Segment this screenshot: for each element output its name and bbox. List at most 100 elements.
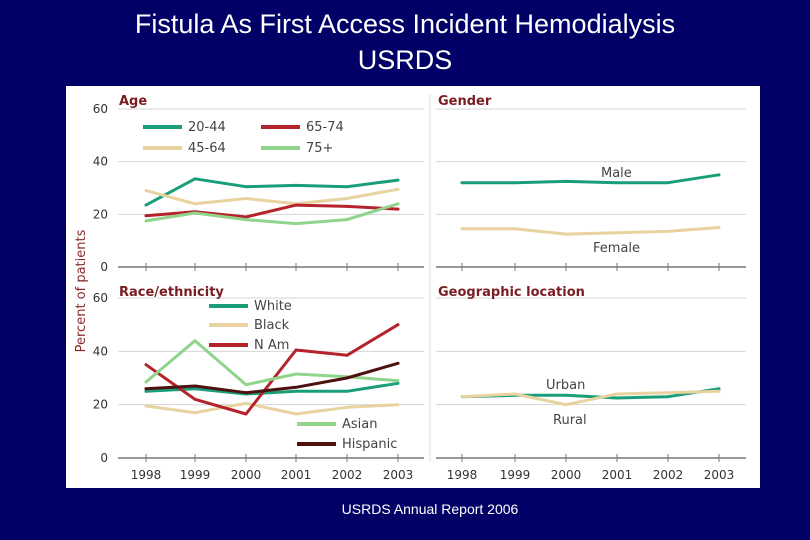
x-tick-label: 2001 xyxy=(602,468,633,482)
data-point xyxy=(345,185,349,189)
legend-label: White xyxy=(254,299,292,314)
data-point xyxy=(193,387,197,391)
panel-race-ethnicity: 0 20 40 60 1998 1999 2000 2001 2002 2003 Race/ethn… xyxy=(93,285,424,482)
legend-label: Asian xyxy=(342,417,377,432)
data-point xyxy=(513,392,517,396)
x-tick-label: 2003 xyxy=(383,468,414,482)
data-point xyxy=(244,391,248,395)
data-point xyxy=(666,181,670,185)
series-line-n-am xyxy=(144,323,400,416)
slide-title: Fistula As First Access Incident Hemodia… xyxy=(0,6,810,78)
series-line-rural xyxy=(460,389,721,407)
data-point xyxy=(193,397,197,401)
data-point xyxy=(193,177,197,181)
data-point xyxy=(345,218,349,222)
y-tick-label: 60 xyxy=(93,102,108,116)
data-point xyxy=(396,403,400,407)
data-point xyxy=(144,404,148,408)
series-line-75- xyxy=(144,202,400,226)
data-point xyxy=(615,181,619,185)
data-point xyxy=(294,184,298,187)
data-point xyxy=(244,383,248,387)
x-tick-label: 1999 xyxy=(500,468,531,482)
data-point xyxy=(717,226,721,229)
panel-geographic-location: 1998 1999 2000 2001 2002 2003 Geographic locat… xyxy=(436,285,746,482)
series-line-65-74 xyxy=(144,203,400,219)
figure-panel: Percent of patients 0 20 40 60 Age 20-44 45-64… xyxy=(66,86,760,488)
y-tick-label: 60 xyxy=(93,291,108,305)
data-point xyxy=(460,395,464,399)
data-point xyxy=(144,387,148,391)
legend-label: 65-74 xyxy=(306,120,344,135)
y-tick-label: 40 xyxy=(93,344,108,358)
data-point xyxy=(717,387,721,391)
data-point xyxy=(244,401,248,405)
x-tick-label: 2000 xyxy=(551,468,582,482)
data-point xyxy=(345,376,349,380)
panel-age: 0 20 40 60 Age 20-44 45-64 65-74 75+ xyxy=(93,94,424,274)
data-point xyxy=(244,215,248,219)
data-point xyxy=(666,391,670,395)
series-line-hispanic xyxy=(144,361,400,395)
data-point xyxy=(615,396,619,400)
legend-label: 20-44 xyxy=(188,120,226,135)
data-point xyxy=(564,232,568,236)
data-point xyxy=(345,197,349,200)
data-point xyxy=(396,202,400,206)
y-tick-label: 0 xyxy=(100,260,108,274)
data-point xyxy=(345,405,349,409)
data-point xyxy=(396,207,400,211)
data-point xyxy=(666,230,670,233)
x-tick-label: 1998 xyxy=(131,468,162,482)
data-point xyxy=(564,403,568,407)
x-tick-label: 2001 xyxy=(281,468,312,482)
data-point xyxy=(144,214,148,218)
panel-title: Gender xyxy=(438,94,492,109)
x-tick-label: 1999 xyxy=(180,468,211,482)
x-tick-label: 2003 xyxy=(704,468,735,482)
data-point xyxy=(345,353,349,357)
x-tick-label: 2002 xyxy=(332,468,363,482)
data-point xyxy=(460,227,464,231)
footer-source: USRDS Annual Report 2006 xyxy=(341,501,519,517)
series-label: Female xyxy=(593,241,640,256)
data-point xyxy=(564,393,568,397)
data-point xyxy=(193,211,197,215)
data-point xyxy=(193,202,197,206)
data-point xyxy=(244,185,248,189)
data-point xyxy=(294,412,298,416)
data-point xyxy=(396,323,400,327)
data-point xyxy=(193,339,197,343)
data-point xyxy=(294,389,298,393)
legend-label: 45-64 xyxy=(188,141,226,156)
legend-label: 75+ xyxy=(306,141,333,156)
data-point xyxy=(193,411,197,415)
data-point xyxy=(564,180,568,183)
y-tick-label: 20 xyxy=(93,398,108,412)
series-label: Urban xyxy=(546,378,585,393)
data-point xyxy=(294,348,298,352)
series-line-white xyxy=(144,381,400,396)
x-tick-label: 2002 xyxy=(653,468,684,482)
data-point xyxy=(294,385,298,389)
panel-title: Age xyxy=(119,94,147,109)
panel-title: Race/ethnicity xyxy=(119,285,224,300)
series-line-female xyxy=(460,226,721,236)
data-point xyxy=(144,189,148,192)
data-point xyxy=(717,173,721,177)
legend-label: N Am xyxy=(254,338,289,353)
data-point xyxy=(717,389,721,393)
series-line-20-44 xyxy=(144,177,400,207)
data-point xyxy=(615,231,619,235)
x-tick-label: 1998 xyxy=(447,468,478,482)
series-label: Male xyxy=(601,166,632,181)
data-point xyxy=(396,381,400,385)
data-point xyxy=(345,205,349,208)
y-tick-label: 40 xyxy=(93,155,108,169)
data-point xyxy=(294,203,298,207)
data-point xyxy=(666,395,670,399)
data-point xyxy=(615,392,619,396)
data-point xyxy=(244,218,248,222)
data-point xyxy=(144,363,148,367)
data-point xyxy=(396,187,400,191)
